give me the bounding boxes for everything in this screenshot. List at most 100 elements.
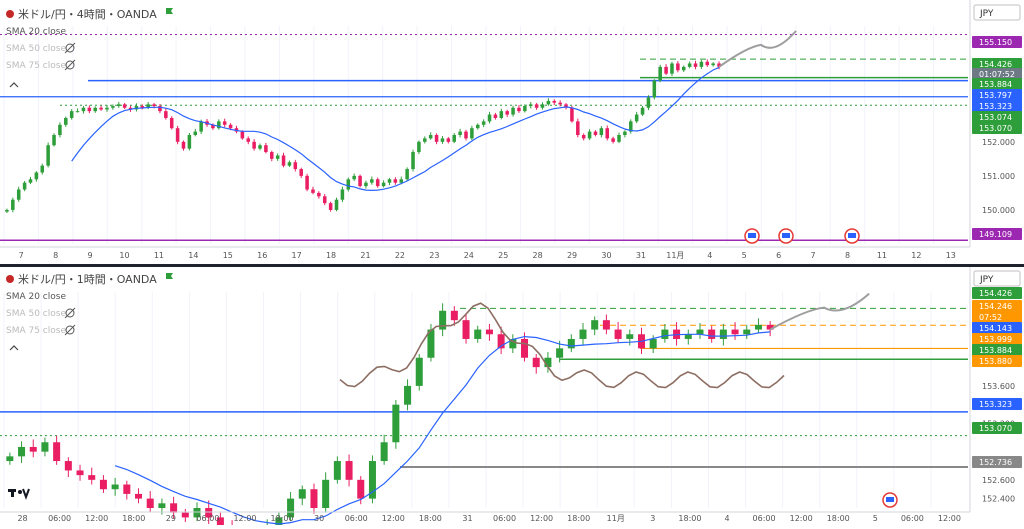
candle[interactable] — [766, 324, 774, 330]
candle[interactable] — [368, 461, 376, 499]
candle[interactable] — [246, 138, 251, 142]
candle[interactable] — [602, 320, 610, 330]
us-event-flag-icon[interactable] — [882, 492, 898, 508]
price-badge[interactable] — [972, 322, 1022, 334]
candle[interactable] — [175, 128, 180, 142]
candle[interactable] — [399, 179, 404, 183]
candle[interactable] — [474, 329, 482, 339]
candle[interactable] — [546, 100, 551, 105]
candle[interactable] — [99, 479, 107, 490]
candle[interactable] — [158, 503, 166, 508]
candle[interactable] — [322, 479, 330, 508]
candle[interactable] — [340, 189, 345, 200]
candle[interactable] — [614, 329, 622, 339]
candle[interactable] — [111, 106, 115, 108]
candle[interactable] — [52, 135, 56, 146]
candle[interactable] — [439, 310, 447, 330]
candle[interactable] — [16, 189, 21, 200]
candle[interactable] — [556, 348, 564, 358]
candle[interactable] — [193, 508, 201, 518]
candle[interactable] — [164, 111, 168, 118]
candle[interactable] — [440, 138, 445, 142]
candle[interactable] — [699, 61, 704, 67]
candle[interactable] — [534, 104, 539, 108]
candle[interactable] — [579, 329, 587, 339]
candle[interactable] — [411, 152, 415, 170]
candle[interactable] — [370, 179, 374, 183]
candle[interactable] — [517, 107, 521, 112]
candle[interactable] — [258, 145, 262, 149]
candle[interactable] — [334, 199, 339, 210]
candle[interactable] — [427, 329, 435, 358]
candle[interactable] — [405, 169, 409, 180]
price-badge[interactable] — [972, 68, 1022, 80]
candle[interactable] — [193, 131, 198, 135]
candle[interactable] — [64, 461, 72, 471]
candle[interactable] — [719, 329, 727, 339]
candle[interactable] — [152, 104, 156, 107]
candle[interactable] — [649, 338, 657, 349]
candle[interactable] — [485, 329, 493, 335]
candle[interactable] — [393, 179, 398, 183]
candle[interactable] — [493, 114, 498, 118]
candle[interactable] — [458, 131, 462, 135]
candle[interactable] — [322, 196, 327, 204]
candle[interactable] — [187, 135, 192, 149]
candle[interactable] — [75, 111, 80, 113]
candle[interactable] — [743, 329, 751, 335]
candle[interactable] — [705, 61, 710, 66]
candle[interactable] — [629, 121, 633, 132]
candle[interactable] — [676, 63, 680, 71]
candle[interactable] — [305, 175, 309, 190]
candle[interactable] — [275, 517, 283, 527]
candle[interactable] — [346, 179, 351, 190]
price-badge[interactable] — [972, 36, 1022, 48]
candle[interactable] — [544, 357, 552, 368]
candle[interactable] — [670, 63, 674, 74]
bottom-currency-button[interactable] — [973, 270, 1021, 287]
candle[interactable] — [222, 121, 227, 125]
price-badge[interactable] — [972, 456, 1022, 468]
candle[interactable] — [754, 324, 762, 330]
price-badge[interactable] — [972, 300, 1022, 312]
candle[interactable] — [205, 508, 213, 518]
eye-off-icon[interactable] — [64, 307, 76, 319]
candle[interactable] — [475, 124, 480, 129]
price-badge[interactable] — [972, 398, 1022, 410]
candle[interactable] — [392, 404, 400, 443]
candle[interactable] — [605, 128, 610, 139]
candle[interactable] — [404, 385, 412, 405]
candle[interactable] — [317, 192, 321, 197]
candle[interactable] — [497, 334, 505, 349]
price-badge[interactable] — [972, 344, 1022, 356]
candle[interactable] — [417, 141, 421, 153]
candle[interactable] — [18, 446, 26, 457]
candle[interactable] — [128, 107, 133, 110]
candle[interactable] — [434, 135, 439, 142]
candle[interactable] — [181, 141, 186, 149]
candle[interactable] — [69, 111, 74, 118]
candle[interactable] — [626, 334, 634, 339]
candle[interactable] — [146, 498, 154, 508]
candle[interactable] — [387, 179, 392, 183]
candle[interactable] — [684, 334, 692, 339]
candle[interactable] — [87, 107, 92, 112]
candle[interactable] — [380, 442, 388, 462]
candle[interactable] — [591, 320, 599, 330]
price-badge[interactable] — [972, 89, 1022, 101]
candle[interactable] — [717, 63, 721, 67]
candle[interactable] — [76, 470, 84, 476]
candle[interactable] — [664, 66, 668, 74]
candle[interactable] — [216, 517, 224, 527]
candle[interactable] — [81, 107, 86, 112]
collapse-chevron-icon[interactable] — [9, 345, 19, 351]
candle[interactable] — [28, 179, 33, 183]
candle[interactable] — [211, 124, 215, 129]
candle[interactable] — [428, 135, 433, 139]
candle[interactable] — [634, 114, 639, 122]
candle[interactable] — [170, 503, 178, 513]
candle[interactable] — [64, 117, 68, 125]
candle[interactable] — [593, 131, 598, 135]
candle[interactable] — [505, 111, 509, 115]
price-badge[interactable] — [972, 111, 1022, 123]
